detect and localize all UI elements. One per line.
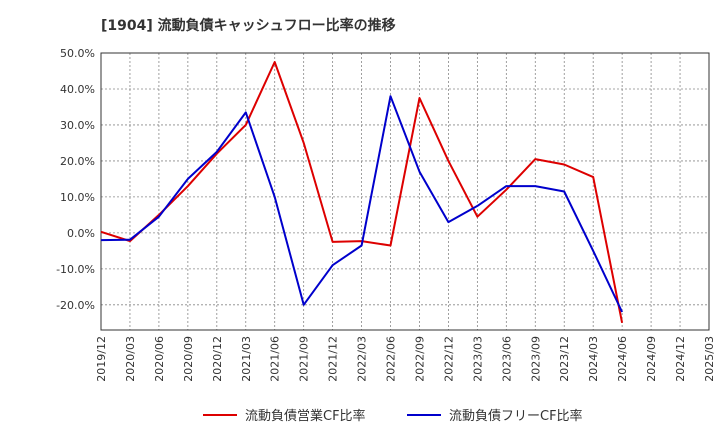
- plot-frame: [100, 52, 710, 331]
- x-tick-label: 2020/09: [182, 336, 195, 382]
- chart-title: [1904] 流動負債キャッシュフロー比率の推移: [101, 17, 396, 34]
- x-tick-label: 2020/03: [124, 336, 137, 382]
- x-tick-label: 2024/09: [645, 336, 658, 382]
- x-tick-label: 2021/06: [269, 336, 282, 382]
- x-tick-label: 2023/12: [558, 336, 571, 382]
- y-tick-label: 0.0%: [67, 227, 95, 240]
- x-tick-label: 2020/12: [211, 336, 224, 382]
- x-tick-label: 2022/09: [413, 336, 426, 382]
- y-tick-label: 50.0%: [60, 47, 95, 60]
- x-tick-label: 2024/12: [674, 336, 687, 382]
- x-tick-label: 2022/12: [442, 336, 455, 382]
- x-tick-label: 2022/06: [385, 336, 398, 382]
- x-tick-label: 2023/09: [529, 336, 542, 382]
- y-tick-label: -20.0%: [56, 299, 95, 312]
- x-tick-label: 2024/03: [587, 336, 600, 382]
- x-tick-label: 2021/09: [298, 336, 311, 382]
- y-tick-label: 40.0%: [60, 83, 95, 96]
- legend-label-2: 流動負債フリーCF比率: [449, 408, 583, 424]
- x-tick-label: 2023/06: [500, 336, 513, 382]
- y-tick-label: 20.0%: [60, 155, 95, 168]
- x-tick-label: 2019/12: [95, 336, 108, 382]
- y-tick-label: 10.0%: [60, 191, 95, 204]
- x-tick-label: 2024/06: [616, 336, 629, 382]
- grid: [101, 53, 709, 330]
- x-tick-label: 2022/03: [356, 336, 369, 382]
- series-group: [100, 61, 624, 323]
- series-line-2: [100, 95, 624, 313]
- x-tick-label: 2025/03: [703, 336, 716, 382]
- y-axis: 50.0% 40.0% 30.0% 20.0% 10.0% 0.0% -10.0% -20.0…: [56, 47, 95, 312]
- legend: 流動負債営業CF比率 流動負債フリーCF比率: [203, 408, 583, 424]
- x-axis: 2019/12 2020/03 2020/06 2020/09 2020/12 2021/…: [95, 336, 716, 382]
- x-tick-label: 2021/03: [240, 336, 253, 382]
- y-tick-label: 30.0%: [60, 119, 95, 132]
- x-tick-label: 2021/12: [327, 336, 340, 382]
- x-tick-label: 2023/03: [471, 336, 484, 382]
- y-tick-label: -10.0%: [56, 263, 95, 276]
- legend-label-1: 流動負債営業CF比率: [245, 408, 366, 424]
- x-tick-label: 2020/06: [153, 336, 166, 382]
